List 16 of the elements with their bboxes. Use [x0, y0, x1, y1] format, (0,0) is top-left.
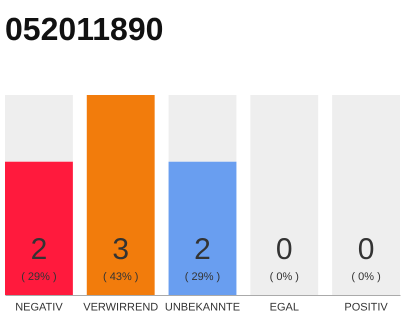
data-label: 3 [112, 233, 130, 266]
chart-title: 052011890 [5, 11, 164, 47]
x-tick-label: VERWIRREND [83, 302, 158, 314]
annotation: ( 43% ) [102, 271, 138, 283]
annotation: 0 [358, 233, 374, 266]
annotation: ( 0% ) [270, 271, 299, 283]
annotation: ( 0% ) [351, 271, 381, 283]
annotation: ( 29% ) [21, 271, 57, 283]
data-label: 2 [30, 233, 48, 266]
x-tick-label: POSITIV [344, 302, 388, 314]
annotation: ( 29% ) [184, 271, 220, 283]
x-tick-label: NEGATIV [15, 302, 64, 314]
x-tick-label: EGAL [270, 302, 299, 314]
x-tick-label: UNBEKANNTE [164, 302, 240, 314]
data-label: 2 [194, 233, 211, 266]
annotation: 0 [276, 233, 293, 266]
